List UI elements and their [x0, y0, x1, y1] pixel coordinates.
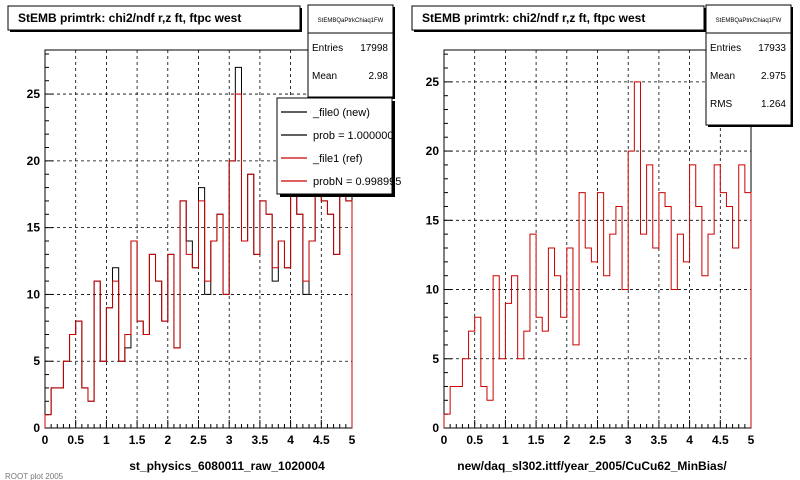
x-tick-label: 2.5	[190, 433, 207, 447]
x-axis-label: st_physics_6080011_raw_1020004	[129, 459, 325, 473]
y-tick-label: 20	[426, 144, 440, 158]
stats-value: 2.98	[369, 71, 389, 82]
stats-label: RMS	[710, 99, 733, 110]
x-tick-label: 2	[164, 433, 171, 447]
x-tick-label: 0.5	[67, 433, 84, 447]
chart-panel-1: 0 0.5 1 1.5 2 2.5 3 3.5 4 4.5 5 0 5 10 15 20 25 StEMB pri…	[7, 4, 401, 473]
stats-label: Entries	[312, 43, 343, 54]
series-2	[44, 93, 353, 428]
x-tick-label: 4.5	[313, 433, 330, 447]
y-tick-label: 15	[27, 221, 41, 235]
x-tick-label: 1	[103, 433, 110, 447]
stats-label: Mean	[710, 71, 735, 82]
y-tick-label: 5	[33, 354, 40, 368]
x-tick-label: 1.5	[129, 433, 146, 447]
histogram-line	[443, 81, 752, 428]
x-tick-label: 4	[686, 433, 693, 447]
x-tick-label: 4.5	[712, 433, 729, 447]
legend-entry: probN = 0.998995	[313, 176, 401, 188]
chart-title: StEMB primtrk: chi2/ndf r,z ft, ftpc wes…	[18, 11, 241, 25]
stats-box	[307, 4, 394, 98]
x-tick-label: 0	[42, 433, 49, 447]
stats-value: 17998	[360, 43, 388, 54]
series-1	[443, 81, 752, 428]
y-tick-label: 10	[426, 283, 440, 297]
y-tick-label: 25	[426, 75, 440, 89]
x-tick-label: 1.5	[528, 433, 545, 447]
x-tick-label: 3	[625, 433, 632, 447]
legend-entry: prob = 1.000000	[313, 130, 393, 142]
stats-value: 2.975	[761, 71, 786, 82]
stats-label: Mean	[312, 71, 337, 82]
x-tick-label: 4	[287, 433, 294, 447]
legend-box	[276, 97, 393, 195]
footer-fragment: ROOT plot 2005	[5, 472, 64, 480]
stats-box	[705, 4, 792, 126]
stats-label: Entries	[710, 43, 741, 54]
y-tick-label: 20	[27, 154, 41, 168]
y-tick-label: 5	[432, 352, 439, 366]
y-tick-label: 0	[432, 421, 439, 435]
chart-title: StEMB primtrk: chi2/ndf r,z ft, ftpc wes…	[422, 11, 645, 25]
histogram-line	[44, 93, 353, 428]
y-tick-label: 0	[33, 421, 40, 435]
y-tick-label: 25	[27, 87, 41, 101]
x-tick-label: 0.5	[466, 433, 483, 447]
y-tick-label: 10	[27, 287, 41, 301]
title-box	[7, 5, 301, 31]
x-tick-label: 3.5	[651, 433, 668, 447]
x-tick-label: 3.5	[252, 433, 269, 447]
x-axis-label: new/daq_sl302.ittf/year_2005/CuCu62_MinB…	[457, 459, 727, 473]
x-tick-label: 0	[441, 433, 448, 447]
legend-entry: _file0 (new)	[312, 107, 370, 119]
stats-name: StEMBQaPtrkChiaq1FW	[716, 18, 782, 24]
x-tick-label: 2	[563, 433, 570, 447]
x-tick-label: 1	[502, 433, 509, 447]
stats-name: StEMBQaPtrkChiaq1FW	[318, 18, 384, 24]
x-tick-label: 5	[349, 433, 356, 447]
chart-panel-2: 0 0.5 1 1.5 2 2.5 3 3.5 4 4.5 5 0 5 10 15 20 25 StEMB pri…	[411, 4, 793, 473]
y-tick-label: 15	[426, 213, 440, 227]
legend-entry: _file1 (ref)	[312, 153, 363, 165]
stats-value: 1.264	[761, 99, 786, 110]
title-box	[411, 5, 705, 31]
x-tick-label: 3	[226, 433, 233, 447]
x-tick-label: 5	[748, 433, 755, 447]
x-tick-label: 2.5	[589, 433, 606, 447]
stats-value: 17933	[758, 43, 786, 54]
